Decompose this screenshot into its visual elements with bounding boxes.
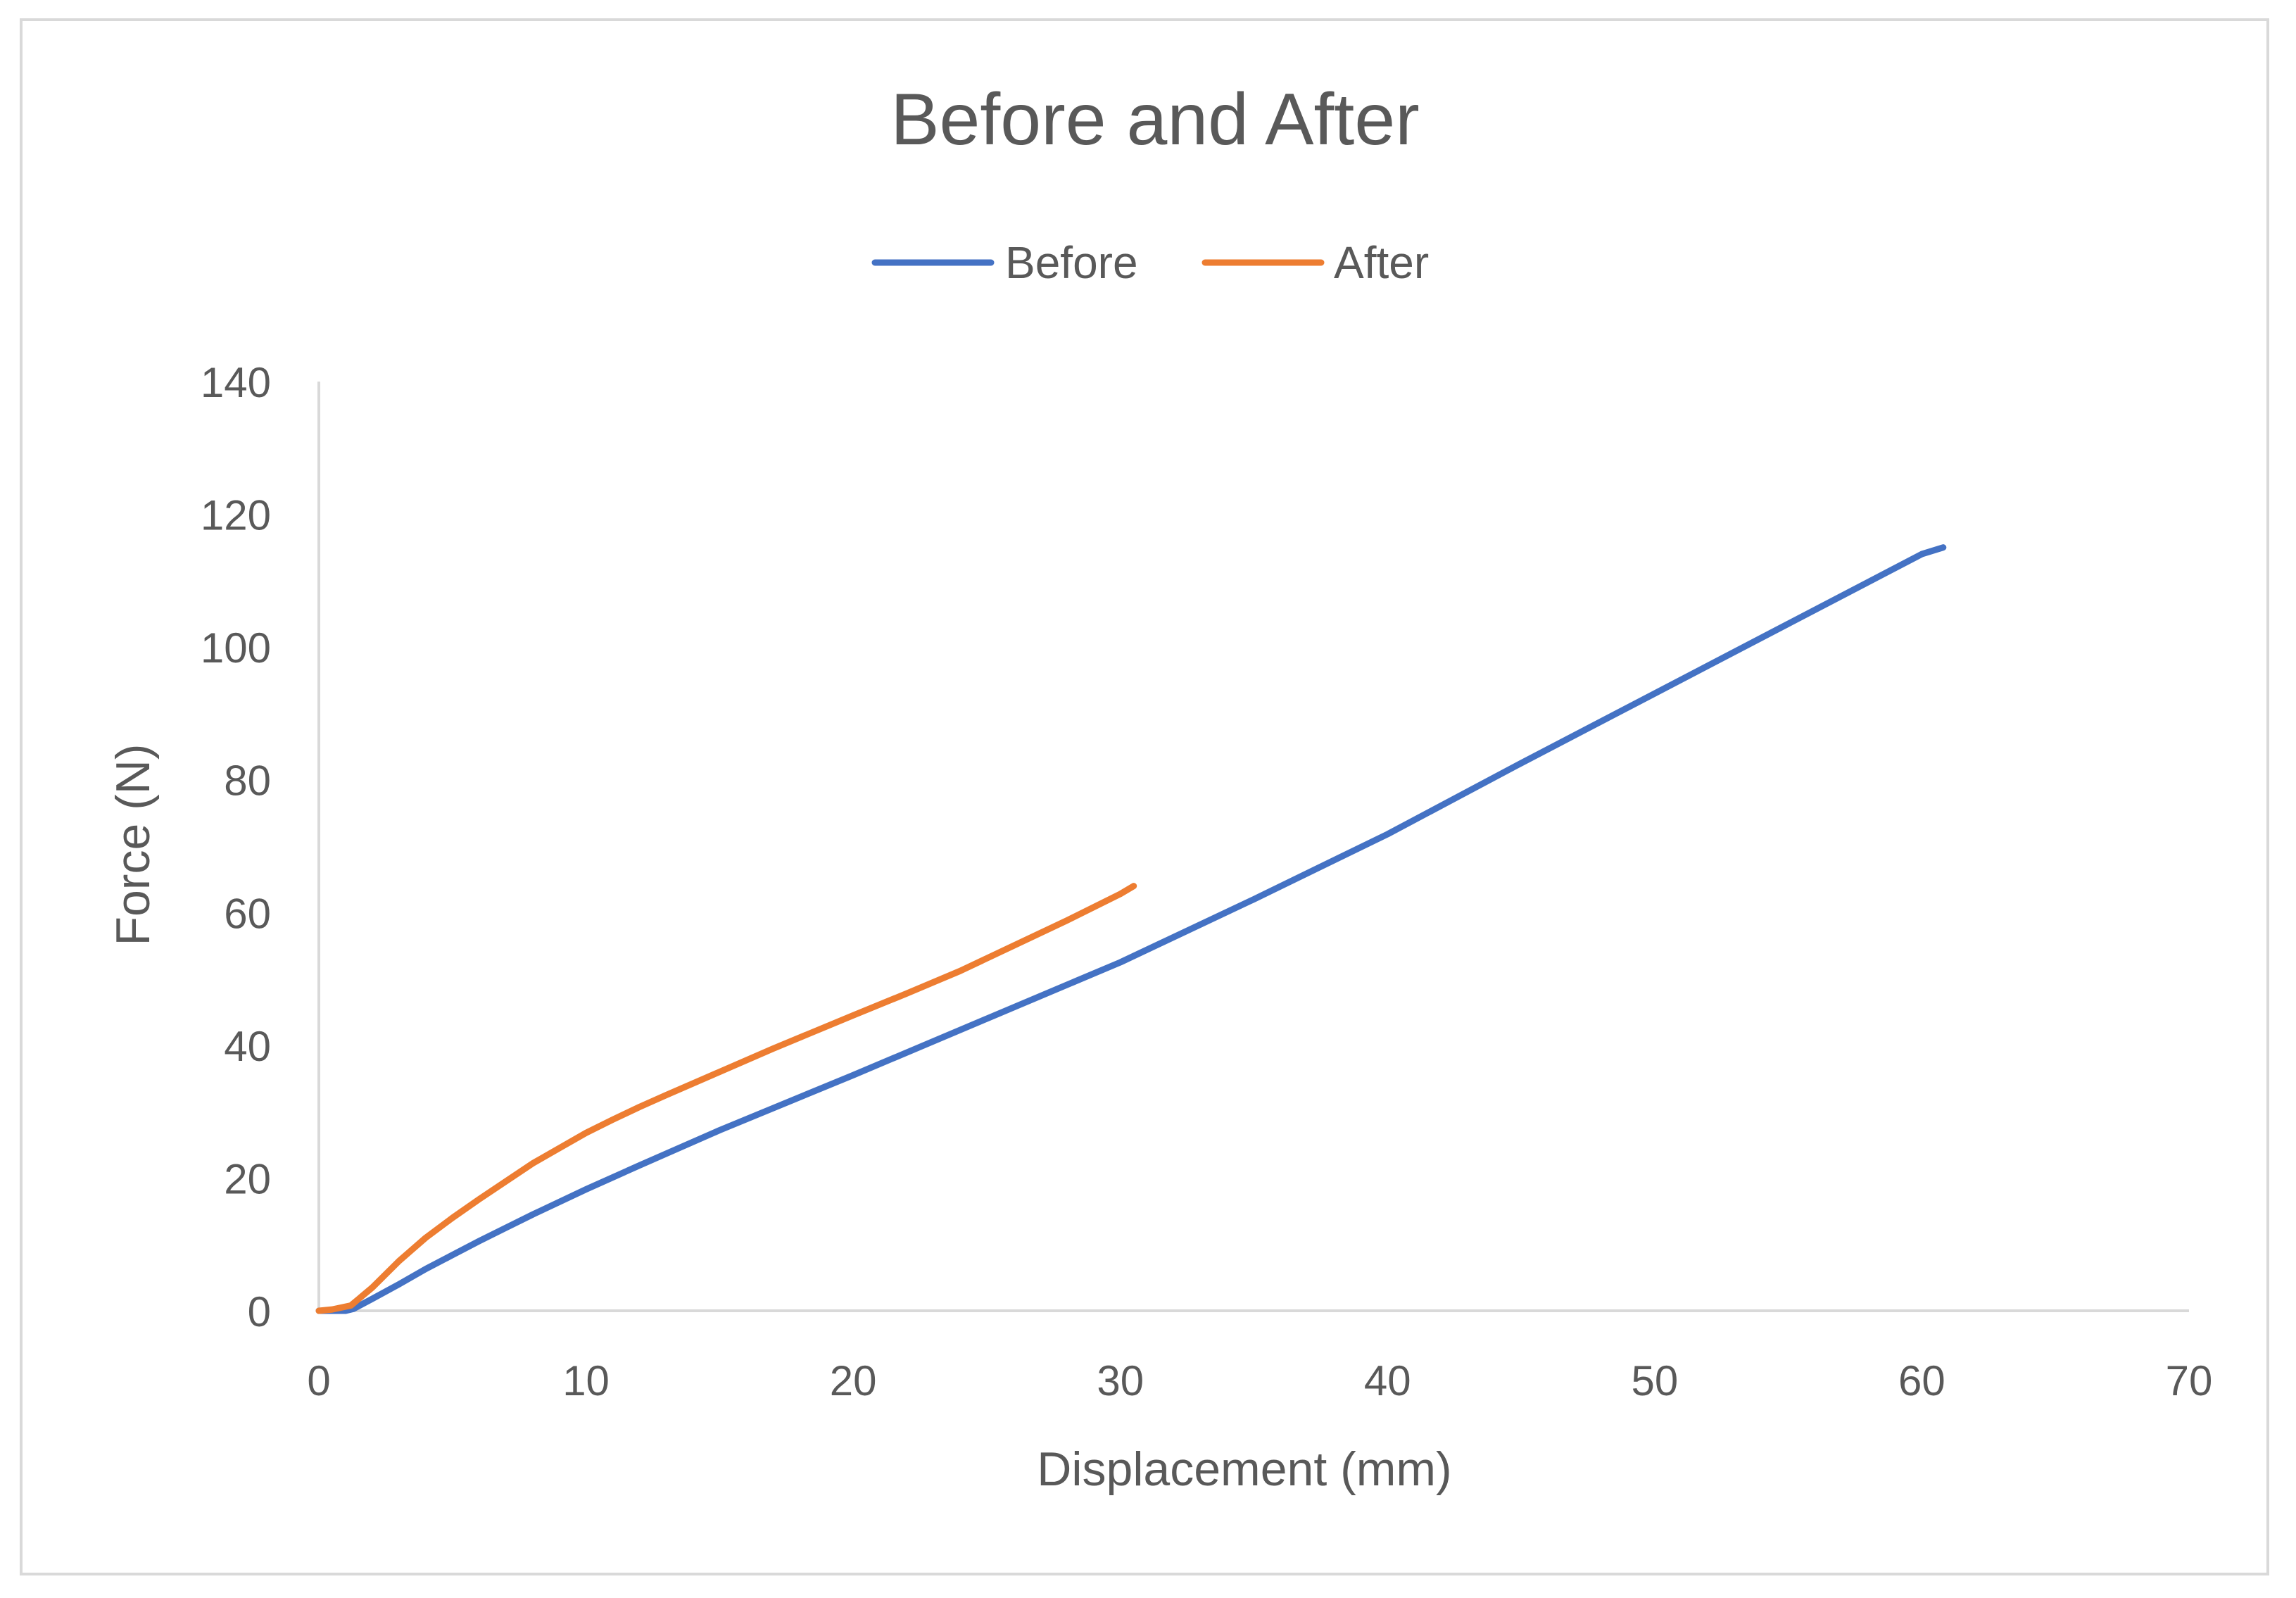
axes (317, 382, 2189, 1312)
y-tick-label: 60 (224, 890, 271, 937)
x-axis-title: Displacement (mm) (1037, 1442, 1451, 1496)
x-tick-label: 30 (1097, 1357, 1144, 1404)
x-tick-labels: 0 10 20 30 40 50 60 70 (307, 1357, 2212, 1404)
chart-title: Before and After (890, 79, 1420, 161)
series-line-before (315, 544, 1947, 1314)
x-tick-label: 70 (2166, 1357, 2213, 1404)
y-tick-label: 140 (201, 359, 271, 406)
chart-frame (20, 18, 2269, 1575)
y-tick-label: 20 (224, 1155, 271, 1202)
legend-label-before: Before (1005, 237, 1138, 288)
series-layer (315, 544, 1947, 1314)
y-tick-labels: 0 20 40 60 80 100 120 140 (201, 359, 271, 1335)
x-tick-label: 20 (830, 1357, 877, 1404)
x-tick-label: 50 (1631, 1357, 1678, 1404)
x-tick-label: 40 (1364, 1357, 1411, 1404)
y-tick-label: 40 (224, 1023, 271, 1070)
y-tick-label: 0 (248, 1288, 271, 1335)
y-axis-title: Force (N) (106, 743, 160, 945)
y-tick-label: 100 (201, 624, 271, 672)
legend-label-after: After (1334, 237, 1429, 288)
legend: Before After (871, 237, 1429, 288)
y-tick-label: 120 (201, 492, 271, 539)
series-line-after (315, 883, 1137, 1314)
y-tick-label: 80 (224, 757, 271, 805)
x-tick-label: 10 (562, 1357, 610, 1404)
x-tick-label: 60 (1898, 1357, 1945, 1404)
x-tick-label: 0 (307, 1357, 330, 1404)
